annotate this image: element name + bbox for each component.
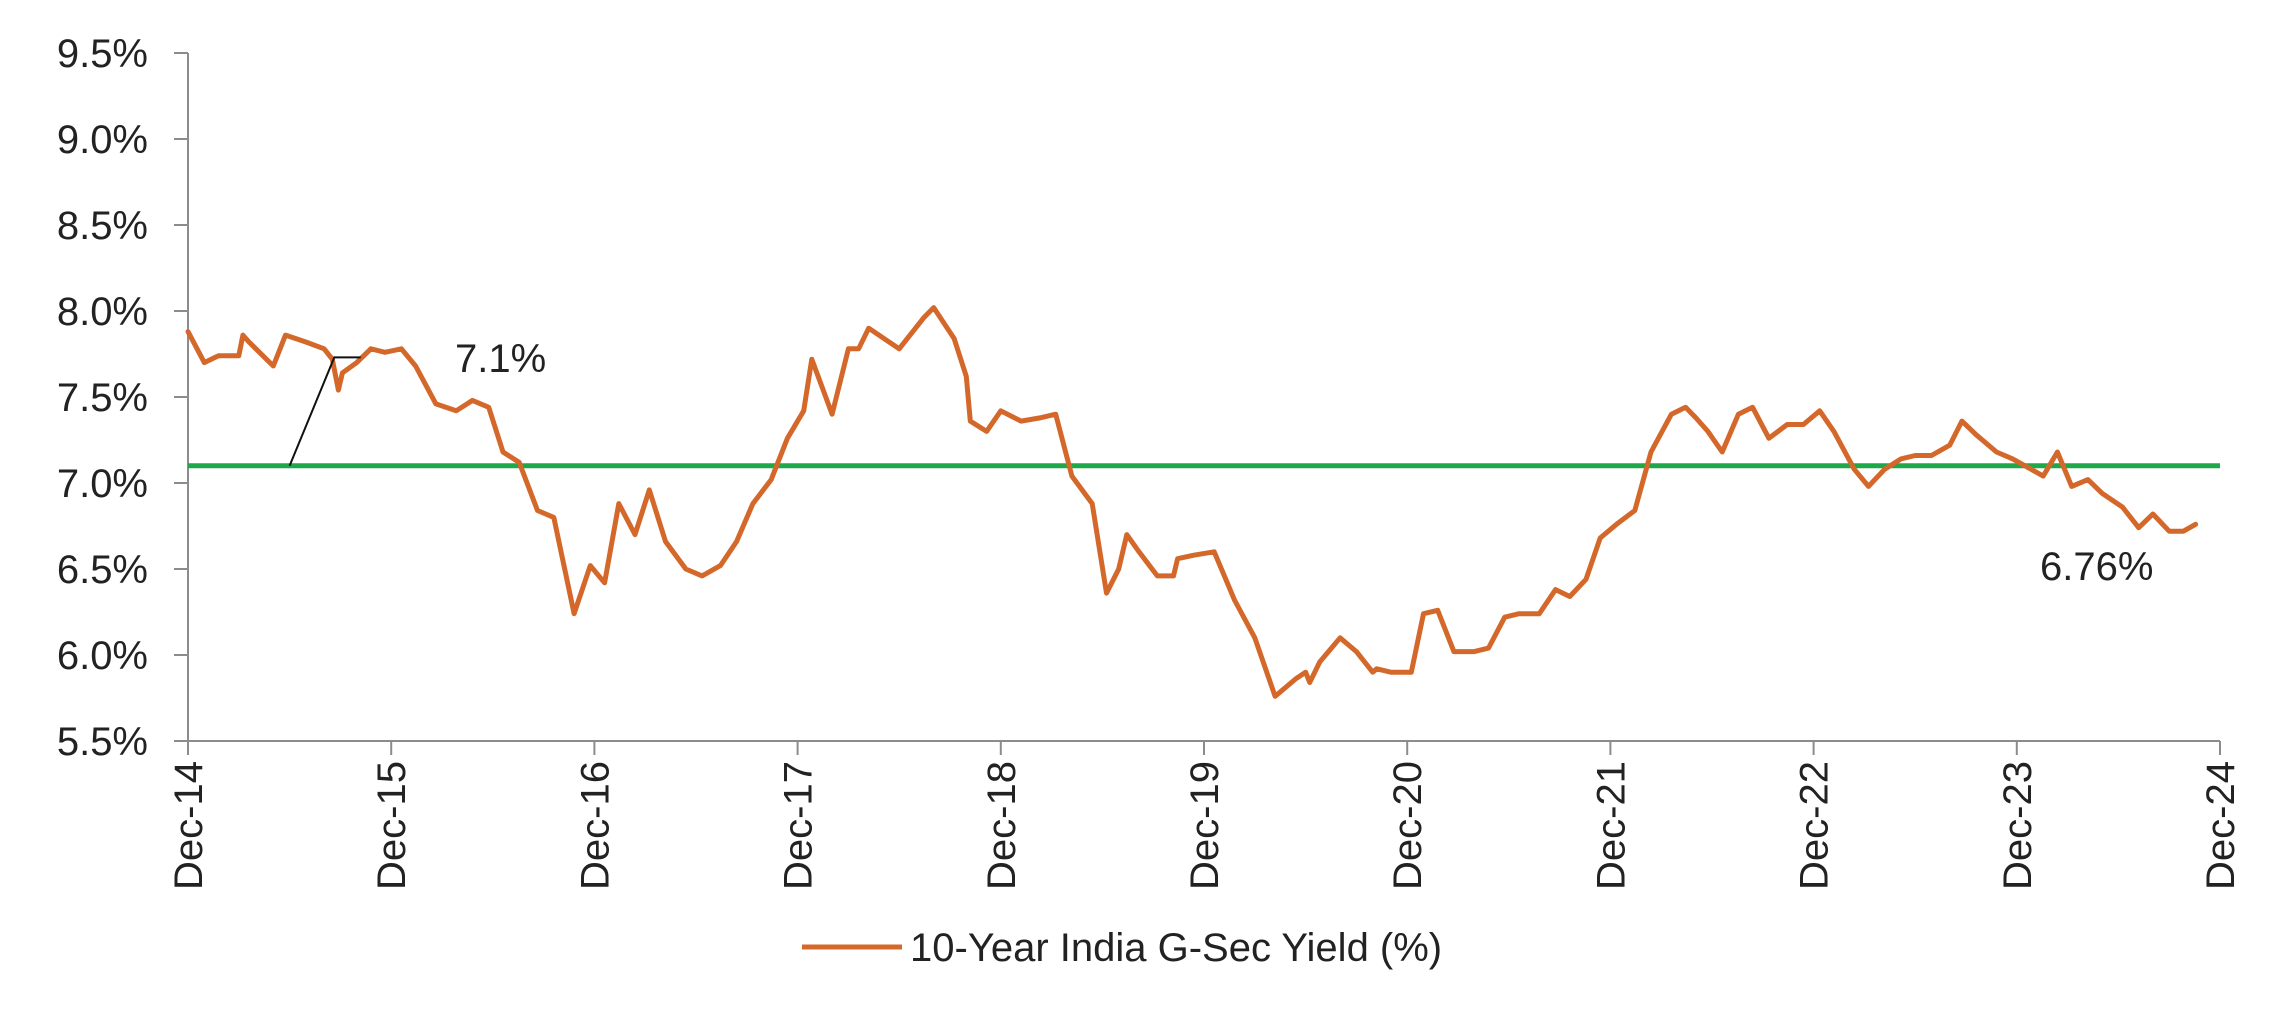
x-tick-label: Dec-21 [1589, 761, 1633, 890]
x-tick-label: Dec-15 [370, 761, 414, 890]
x-tick-label: Dec-14 [167, 761, 211, 890]
x-tick-label: Dec-20 [1386, 761, 1430, 890]
annotation-last-value: 6.76% [2040, 545, 2153, 589]
annotation-group: 7.1% 6.76% [288, 337, 2153, 589]
y-tick-label: 9.0% [57, 118, 148, 162]
y-tick-label: 7.0% [57, 462, 148, 506]
x-tick-label: Dec-23 [1996, 761, 2040, 890]
x-tick-label: Dec-19 [1183, 761, 1227, 890]
legend-label: 10-Year India G-Sec Yield (%) [910, 926, 1442, 970]
x-tick-label: Dec-22 [1793, 761, 1837, 890]
x-tick-label: Dec-18 [980, 761, 1024, 890]
y-axis: 5.5% 6.0% 6.5% 7.0% 7.5% 8.0% 8.5% 9.0% 9.5% [57, 32, 189, 764]
series-group [185, 305, 2199, 699]
y-tick-label: 9.5% [57, 32, 148, 76]
x-tick-label: Dec-16 [573, 761, 617, 890]
y-tick-label: 5.5% [57, 720, 148, 764]
series-line-yield [185, 305, 2199, 699]
legend: 10-Year India G-Sec Yield (%) [802, 926, 1442, 970]
y-tick-label: 7.5% [57, 376, 148, 420]
x-tick-label: Dec-24 [2199, 761, 2243, 890]
y-tick-label: 6.0% [57, 634, 148, 678]
annotation-leader-line [288, 356, 361, 467]
annotation-ref-label: 7.1% [455, 337, 546, 381]
y-tick-label: 8.5% [57, 204, 148, 248]
x-axis: Dec-14 Dec-15 Dec-16 Dec-17 Dec-18 Dec-19 Dec-… [167, 740, 2243, 890]
x-tick-label: Dec-17 [777, 761, 821, 890]
y-tick-label: 8.0% [57, 290, 148, 334]
y-tick-label: 6.5% [57, 548, 148, 592]
